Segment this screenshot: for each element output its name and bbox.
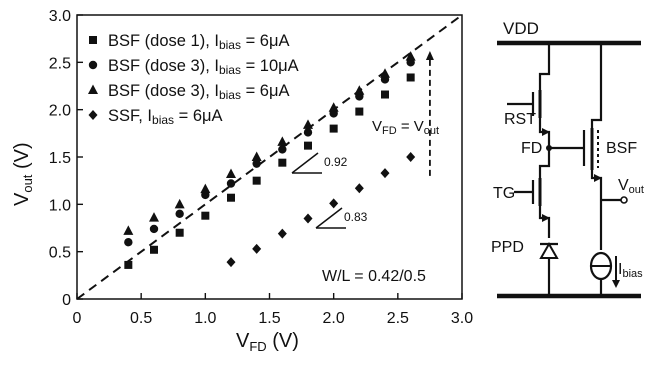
x-tick-label: 1.5	[258, 310, 280, 327]
legend-marker-2	[88, 60, 98, 70]
rst-arrow-icon	[542, 128, 550, 136]
data-point-series-3	[149, 212, 159, 222]
vout-label: Vout	[618, 177, 644, 196]
data-point-series-3	[174, 198, 185, 209]
data-point-series-1	[304, 141, 312, 150]
data-point-series-2	[149, 224, 159, 234]
data-point-series-2	[175, 209, 184, 218]
vout-terminal	[620, 196, 628, 204]
data-point-series-4	[329, 198, 339, 209]
bsf-arrow-icon	[594, 174, 602, 182]
reference-line	[76, 14, 463, 300]
data-point-series-3	[380, 68, 390, 78]
bsf-source-wire	[590, 170, 603, 250]
y-tick-label: 2.5	[49, 55, 71, 72]
ibias-arrow-icon	[612, 280, 620, 288]
slope-label-high: 0.92	[324, 155, 348, 169]
tg-arrow-icon	[542, 214, 550, 222]
y-tick-label: 1.0	[49, 197, 71, 214]
data-point-series-1	[150, 245, 158, 254]
slope-label-low: 0.83	[344, 210, 368, 224]
slope-marker-low	[315, 207, 343, 229]
legend-label-4: SSF, Ibias = 6μA	[108, 107, 223, 127]
data-marks	[123, 51, 416, 269]
fd-label: FD	[521, 140, 542, 157]
data-point-series-2	[278, 145, 287, 154]
data-point-series-1	[406, 73, 415, 82]
ppd-diode-icon	[539, 241, 559, 259]
x-axis-label: VFD (V)	[236, 330, 299, 354]
vfd-equals-vout-label: VFD = Vout	[372, 118, 439, 137]
data-point-series-1	[329, 124, 338, 133]
legend-marker-1	[89, 36, 97, 44]
legend-marker-4	[88, 110, 98, 120]
data-point-series-4	[406, 152, 416, 162]
wl-label: W/L = 0.42/0.5	[322, 268, 426, 285]
x-tick-label: 2.0	[323, 310, 345, 327]
data-point-series-4	[277, 228, 287, 239]
data-point-series-3	[354, 85, 365, 95]
data-point-series-3	[200, 183, 211, 194]
ibias-label: Ibias	[618, 261, 643, 280]
data-point-series-1	[124, 260, 133, 269]
data-point-series-1	[227, 193, 235, 202]
y-axis-label: Vout (V)	[11, 142, 35, 206]
tg-label: TG	[493, 185, 515, 202]
circuit-schematic: VDD RST FD TG PPD BSF	[491, 19, 644, 299]
x-tick-label: 0.5	[130, 310, 152, 327]
y-tick-label: 0.5	[49, 245, 71, 262]
legend-label-1: BSF (dose 1), Ibias = 6μA	[108, 32, 289, 52]
plot: 0 0.5 1.0 1.5 2.0 2.5 3.0 00.51.01.52.02.53.0 …	[11, 8, 473, 354]
data-point-series-2	[252, 159, 261, 168]
x-tick-label: 3.0	[451, 310, 473, 327]
legend-label-3: BSF (dose 3), Ibias = 6μA	[108, 82, 289, 102]
data-point-series-3	[226, 168, 236, 179]
data-point-series-2	[124, 238, 133, 247]
data-point-series-3	[303, 119, 313, 129]
bsf-drain-wire	[590, 43, 603, 128]
data-point-series-2	[226, 179, 236, 188]
data-point-series-1	[252, 176, 261, 185]
x-tick-label: 0	[73, 310, 82, 327]
data-point-series-4	[226, 257, 236, 268]
vfd-arrow-head	[425, 50, 434, 60]
vdd-label: VDD	[503, 19, 539, 38]
tg-ppd-wire	[538, 204, 551, 238]
data-point-series-4	[252, 243, 262, 254]
legend: BSF (dose 1), Ibias = 6μA BSF (dose 3), I…	[88, 32, 299, 127]
x-tick-label: 1.0	[194, 310, 216, 327]
y-tick-label: 1.5	[49, 150, 71, 167]
x-ticks	[76, 293, 463, 299]
data-point-series-4	[354, 183, 364, 194]
data-point-series-4	[303, 213, 313, 224]
bsf-label: BSF	[606, 140, 637, 157]
y-tick-label: 0	[62, 292, 71, 309]
data-point-series-3	[405, 51, 416, 61]
y-tick-labels: 0 0.5 1.0 1.5 2.0 2.5 3.0	[49, 8, 71, 309]
y-tick-label: 2.0	[49, 103, 71, 120]
x-tick-labels: 0 0.5 1.0 1.5 2.0 2.5 3.0	[73, 310, 474, 327]
data-point-series-3	[123, 225, 134, 235]
data-point-series-1	[278, 158, 287, 167]
data-point-series-3	[328, 102, 339, 112]
legend-marker-3	[88, 84, 98, 94]
rst-label: RST	[504, 111, 536, 128]
ppd-label: PPD	[491, 239, 524, 256]
y-tick-label: 3.0	[49, 8, 71, 25]
y-ticks	[77, 14, 83, 300]
data-point-series-4	[380, 168, 390, 179]
data-point-series-1	[201, 211, 210, 220]
slope-marker-high	[291, 152, 319, 174]
data-point-series-3	[277, 136, 288, 146]
data-point-series-1	[175, 228, 184, 237]
data-point-series-1	[355, 107, 364, 116]
data-point-series-3	[251, 151, 262, 161]
data-point-series-1	[381, 90, 389, 99]
legend-label-2: BSF (dose 3), Ibias = 10μA	[108, 57, 299, 77]
data-point-series-2	[303, 128, 313, 137]
x-tick-label: 2.5	[387, 310, 409, 327]
rst-drain-wire	[538, 43, 551, 92]
